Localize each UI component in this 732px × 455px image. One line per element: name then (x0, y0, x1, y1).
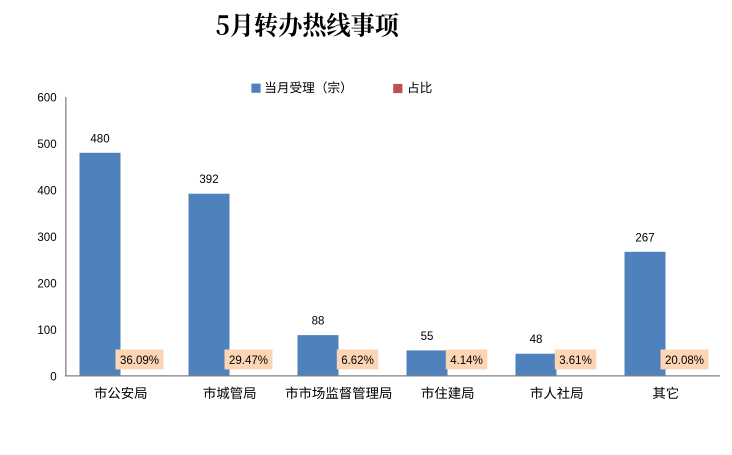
svg-text:0: 0 (50, 372, 56, 384)
svg-text:100: 100 (37, 325, 56, 337)
svg-text:200: 200 (37, 279, 56, 291)
svg-text:300: 300 (37, 232, 56, 244)
svg-text:6.62%: 6.62% (341, 355, 374, 367)
svg-text:392: 392 (199, 174, 218, 186)
svg-text:29.47%: 29.47% (229, 355, 268, 367)
svg-text:400: 400 (37, 186, 56, 198)
svg-text:20.08%: 20.08% (665, 355, 704, 367)
svg-text:55: 55 (421, 331, 434, 343)
svg-text:4.14%: 4.14% (450, 355, 483, 367)
svg-text:3.61%: 3.61% (559, 355, 592, 367)
svg-text:480: 480 (90, 133, 109, 145)
svg-text:500: 500 (37, 139, 56, 151)
svg-text:36.09%: 36.09% (120, 355, 159, 367)
svg-text:88: 88 (312, 316, 325, 328)
svg-text:267: 267 (635, 232, 654, 244)
svg-text:48: 48 (530, 334, 543, 346)
svg-text:600: 600 (37, 93, 56, 105)
